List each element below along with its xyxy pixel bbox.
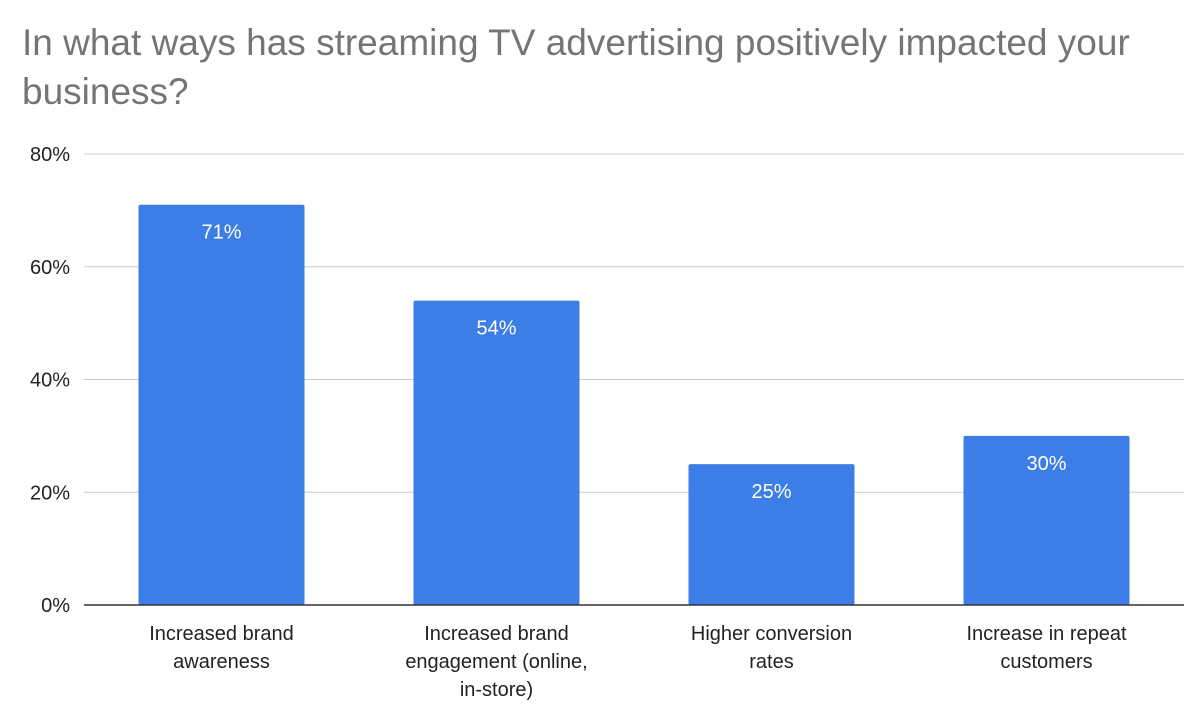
y-axis-tick-labels: 0% 20% 40% 60% 80% — [30, 144, 70, 617]
x-category-label: Increase in repeat customers — [966, 623, 1127, 673]
bar-1 — [138, 204, 305, 606]
x-category-label: Higher conversion rates — [691, 623, 852, 673]
data-label: 71% — [201, 222, 241, 244]
data-label: 54% — [476, 318, 516, 340]
data-labels: 71% 54% 25% 30% — [201, 222, 1066, 503]
x-category-label: Increased brand awareness — [149, 623, 294, 673]
bar-3 — [688, 464, 855, 605]
data-label: 25% — [751, 481, 791, 503]
y-tick-label: 20% — [30, 482, 70, 504]
y-tick-label: 0% — [41, 595, 70, 617]
bars — [138, 204, 1130, 606]
y-tick-label: 80% — [30, 144, 70, 166]
y-tick-label: 60% — [30, 257, 70, 279]
y-tick-label: 40% — [30, 370, 70, 392]
category-labels: Increased brand awareness Increased brand e… — [149, 623, 1127, 701]
chart-title: In what ways has streaming TV advertisin… — [22, 22, 1130, 112]
x-category-label: Increased brand engagement (online, in-sto… — [405, 623, 587, 701]
data-label: 30% — [1026, 453, 1066, 475]
bar-2 — [413, 300, 580, 605]
bar-4 — [963, 435, 1130, 605]
